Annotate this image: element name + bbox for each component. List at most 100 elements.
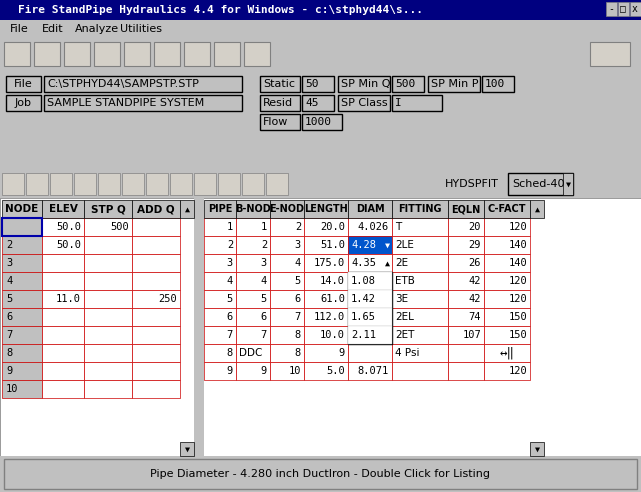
Text: ELEV: ELEV [49,204,78,214]
Text: SP Class: SP Class [341,98,388,108]
Text: 4: 4 [6,276,12,286]
Text: 2: 2 [227,240,233,250]
Text: 4: 4 [295,258,301,268]
Text: 29: 29 [469,240,481,250]
Text: 3: 3 [227,258,233,268]
Text: 112.0: 112.0 [313,312,345,322]
Text: 9: 9 [338,348,345,358]
Text: Utilities: Utilities [120,24,162,34]
Text: HYDSPFIT: HYDSPFIT [445,179,499,189]
Text: 9: 9 [227,366,233,376]
Text: 7: 7 [261,330,267,340]
Text: 8: 8 [295,330,301,340]
Text: 7: 7 [295,312,301,322]
Text: SAMPLE STANDPIPE SYSTEM: SAMPLE STANDPIPE SYSTEM [47,98,204,108]
Text: 2LE: 2LE [395,240,414,250]
Text: I: I [395,98,402,108]
Text: 7: 7 [6,330,12,340]
Text: Static: Static [263,79,295,89]
Text: ▼: ▼ [385,241,390,249]
Text: 1: 1 [261,222,267,232]
Text: Analyze: Analyze [75,24,119,34]
Text: 3: 3 [261,258,267,268]
Text: 140: 140 [508,258,527,268]
Text: NODE: NODE [5,204,38,214]
Text: 2: 2 [261,240,267,250]
Text: STP Q: STP Q [90,204,126,214]
Text: Sched-40: Sched-40 [512,179,565,189]
Text: 9: 9 [6,366,12,376]
Text: 11.0: 11.0 [56,294,81,304]
Text: ▼: ▼ [565,180,570,188]
Text: 1.65: 1.65 [364,312,389,322]
Text: □: □ [620,4,626,14]
Text: E-NOD: E-NOD [269,204,304,214]
Text: 4.28: 4.28 [351,240,376,250]
Text: Flow: Flow [263,117,288,127]
Text: 6: 6 [261,312,267,322]
Text: 10: 10 [288,366,301,376]
Text: 1.65: 1.65 [351,312,376,322]
Text: 4.28: 4.28 [351,330,376,340]
Text: 74: 74 [469,312,481,322]
Text: 5: 5 [6,294,12,304]
Text: 61.0: 61.0 [320,294,345,304]
Text: 120: 120 [508,294,527,304]
Text: 1.42: 1.42 [351,294,376,304]
Text: C:\STPHYD44\SAMPSTP.STP: C:\STPHYD44\SAMPSTP.STP [47,79,199,89]
Text: 3: 3 [295,240,301,250]
Text: 4: 4 [261,276,267,286]
Text: 175.0: 175.0 [313,258,345,268]
Text: 107: 107 [462,330,481,340]
Text: Fire StandPipe Hydraulics 4.4 for Windows - c:\stphyd44\s...: Fire StandPipe Hydraulics 4.4 for Window… [18,5,423,15]
Text: T: T [395,222,401,232]
Text: LENGTH: LENGTH [304,204,348,214]
Text: Edit: Edit [42,24,63,34]
Text: ETB: ETB [395,276,415,286]
Text: 26: 26 [469,258,481,268]
Text: FITTING: FITTING [398,204,442,214]
Text: 20.0: 20.0 [320,222,345,232]
Text: 9: 9 [261,366,267,376]
Text: 5.0: 5.0 [326,366,345,376]
Text: SP Min P: SP Min P [431,79,478,89]
Text: 4 Psi: 4 Psi [395,348,419,358]
Text: DIAM: DIAM [356,204,385,214]
Text: x: x [632,4,638,14]
Text: 5: 5 [295,276,301,286]
Text: 14.0: 14.0 [320,276,345,286]
Text: 6: 6 [227,312,233,322]
Text: 150: 150 [508,330,527,340]
Text: ▼: ▼ [385,331,390,339]
Text: 10.0: 10.0 [320,330,345,340]
Text: 8.071: 8.071 [358,366,389,376]
Text: SP Min Q: SP Min Q [341,79,390,89]
Text: 8: 8 [227,348,233,358]
Text: 3E: 3E [395,294,408,304]
Text: 250: 250 [158,294,177,304]
Text: Resid: Resid [263,98,293,108]
Text: 20: 20 [469,222,481,232]
Text: 500: 500 [110,222,129,232]
Text: ▲: ▲ [535,205,540,214]
Text: EQLN: EQLN [451,204,481,214]
Text: 2EL: 2EL [395,312,414,322]
Text: 6: 6 [295,294,301,304]
Text: 50.0: 50.0 [56,222,81,232]
Text: 1: 1 [227,222,233,232]
Text: ▲: ▲ [385,258,390,268]
Text: ↔‖: ↔‖ [499,346,515,360]
Text: DDC: DDC [239,348,262,358]
Text: 8: 8 [295,348,301,358]
Text: 10: 10 [6,384,19,394]
Text: 4.026: 4.026 [358,222,389,232]
Text: 1.42: 1.42 [364,294,389,304]
Text: 2: 2 [6,240,12,250]
Text: 140: 140 [508,240,527,250]
Text: 1000: 1000 [305,117,332,127]
Text: C-FACT: C-FACT [488,204,526,214]
Text: File: File [10,24,29,34]
Text: 2E: 2E [395,258,408,268]
Text: 50.0: 50.0 [56,240,81,250]
Text: 120: 120 [508,276,527,286]
